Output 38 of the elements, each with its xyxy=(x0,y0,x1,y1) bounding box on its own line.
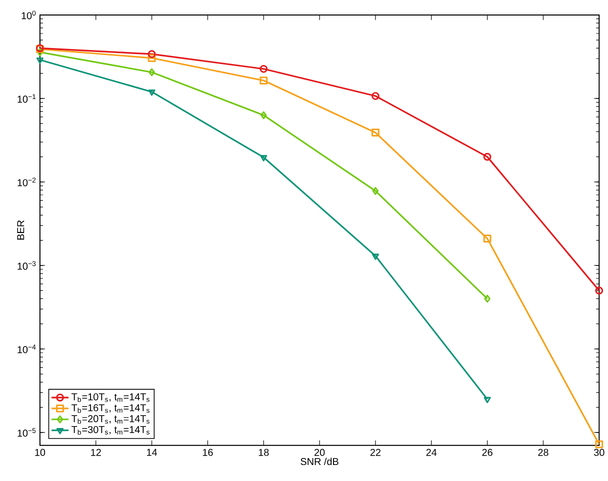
y-tick-label: 10$^{−1}$ xyxy=(18,94,36,103)
y-tick-label: 10$^{0}$ xyxy=(22,10,36,20)
legend-label: T$_{b}$=16T$_{s}$, t$_{m}$=14T$_{s}$ xyxy=(72,404,150,413)
x-axis-title: SNR /dB xyxy=(300,458,338,465)
x-tick-label: 22 xyxy=(370,448,381,456)
point xyxy=(595,440,604,448)
legend-label: T$_{b}$=30T$_{s}$, t$_{m}$=14T$_{s}$ xyxy=(72,426,150,435)
legend-label: T$_{b}$=20T$_{s}$, t$_{m}$=14T$_{s}$ xyxy=(72,415,150,424)
point xyxy=(483,152,492,161)
point xyxy=(148,54,156,62)
y-tick-label: 10$^{−3}$ xyxy=(18,261,36,270)
y-axis-title: BER xyxy=(17,220,24,240)
x-tick-label: 14 xyxy=(147,448,158,456)
point xyxy=(260,111,267,120)
y-tick-label: 10$^{−5}$ xyxy=(18,428,36,437)
point xyxy=(372,253,379,260)
point xyxy=(260,76,268,84)
x-tick-label: 30 xyxy=(594,448,604,456)
point xyxy=(372,128,380,136)
x-tick-label: 10 xyxy=(35,448,46,456)
point xyxy=(483,234,492,242)
x-tick-label: 18 xyxy=(258,448,269,456)
x-tick-label: 12 xyxy=(91,448,101,456)
legend-label: T$_{b}$=10T$_{s}$, t$_{m}$=14T$_{s}$ xyxy=(72,393,150,402)
point xyxy=(260,64,268,73)
x-tick-label: 16 xyxy=(202,448,213,456)
y-tick-label: 10$^{−2}$ xyxy=(18,178,36,186)
x-tick-label: 26 xyxy=(482,448,492,456)
point xyxy=(148,68,155,76)
point xyxy=(372,92,380,100)
x-tick-label: 24 xyxy=(426,448,437,456)
y-tick-label: 10$^{−4}$ xyxy=(18,344,36,354)
point xyxy=(260,154,268,162)
x-tick-label: 20 xyxy=(314,448,325,456)
x-tick-label: 28 xyxy=(538,448,548,456)
point xyxy=(148,89,156,96)
point xyxy=(372,186,379,195)
point xyxy=(148,50,156,58)
